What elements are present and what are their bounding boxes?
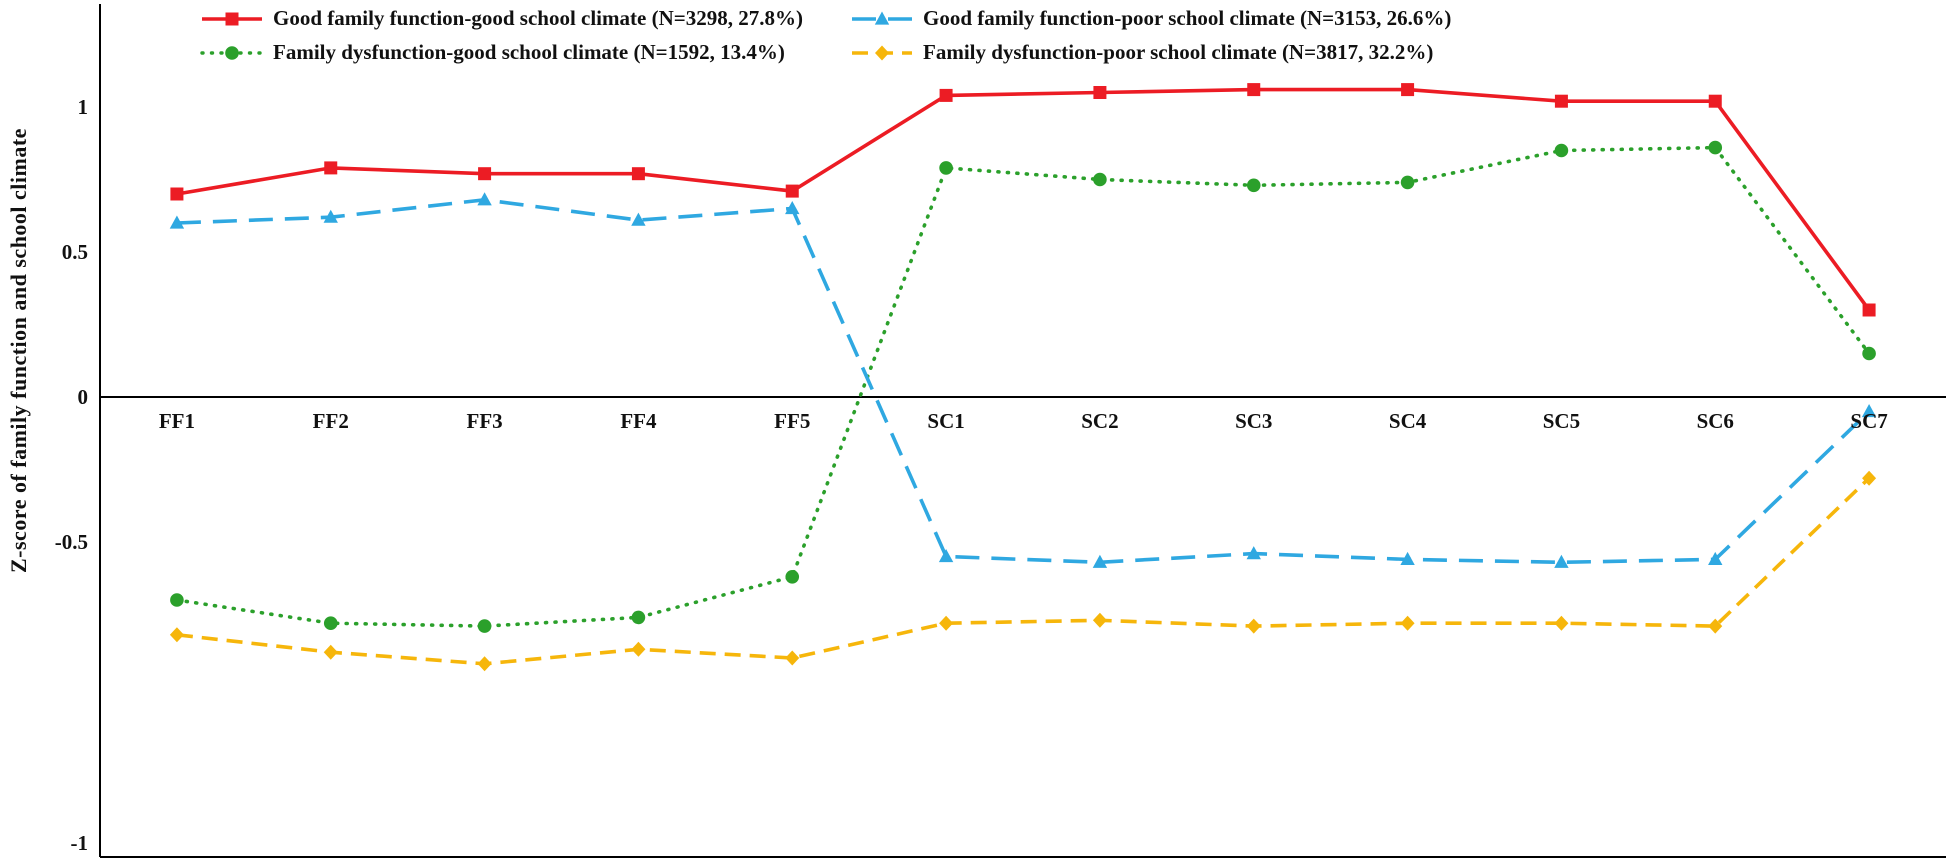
legend-item-good-family-good-school: Good family function-good school climate… xyxy=(200,5,850,32)
marker-good-family-poor-school-FF3 xyxy=(477,192,492,206)
legend-marker-good-family-poor-school xyxy=(874,11,890,25)
legend-sample-good-family-good-school xyxy=(202,12,262,25)
marker-family-dysfunction-poor-school-FF3 xyxy=(477,656,492,672)
legend: Good family function-good school climate… xyxy=(200,5,1451,66)
x-category-label-SC4: SC4 xyxy=(1389,409,1427,433)
legend-label-good-family-poor-school: Good family function-poor school climate… xyxy=(923,6,1452,30)
legend-sample-family-dysfunction-good-school xyxy=(200,45,264,60)
marker-family-dysfunction-poor-school-SC1 xyxy=(939,615,954,631)
marker-good-family-poor-school-SC3 xyxy=(1246,546,1261,560)
marker-family-dysfunction-poor-school-SC6 xyxy=(1708,618,1723,634)
marker-family-dysfunction-good-school-FF5 xyxy=(785,570,800,584)
legend-sample-good-family-poor-school xyxy=(852,11,912,25)
marker-good-family-poor-school-SC1 xyxy=(938,549,954,563)
series-line-good-family-good-school xyxy=(176,87,1871,312)
marker-good-family-poor-school-FF4 xyxy=(631,212,646,226)
legend-label-good-family-good-school: Good family function-good school climate… xyxy=(273,6,803,30)
legend-label-family-dysfunction-good-school: Family dysfunction-good school climate (… xyxy=(273,40,785,64)
marker-family-dysfunction-good-school-SC5 xyxy=(1554,143,1569,158)
marker-family-dysfunction-good-school-SC4 xyxy=(1400,175,1415,190)
x-category-label-FF1: FF1 xyxy=(159,409,195,433)
marker-family-dysfunction-poor-school-FF2 xyxy=(323,644,338,660)
marker-good-family-good-school-FF5 xyxy=(785,184,799,198)
marker-family-dysfunction-good-school-FF2 xyxy=(323,616,338,630)
y-tick-label--0.5: -0.5 xyxy=(55,530,88,554)
marker-family-dysfunction-poor-school-SC2 xyxy=(1092,612,1107,628)
y-tick-label-1: 1 xyxy=(78,95,89,119)
marker-good-family-good-school-FF3 xyxy=(478,167,492,181)
x-category-label-FF2: FF2 xyxy=(313,409,349,433)
marker-family-dysfunction-good-school-SC2 xyxy=(1093,172,1107,187)
legend-sample-family-dysfunction-poor-school xyxy=(852,45,912,60)
marker-family-dysfunction-good-school-FF4 xyxy=(631,610,646,625)
marker-good-family-good-school-SC3 xyxy=(1247,83,1261,97)
marker-good-family-good-school-FF4 xyxy=(631,167,645,181)
marker-good-family-poor-school-FF5 xyxy=(785,201,800,215)
x-category-label-FF3: FF3 xyxy=(467,409,503,433)
y-axis-title: Z-score of family function and school cl… xyxy=(6,128,31,574)
x-category-label-SC7: SC7 xyxy=(1850,409,1887,433)
marker-family-dysfunction-good-school-SC3 xyxy=(1246,178,1261,193)
legend-item-good-family-poor-school: Good family function-poor school climate… xyxy=(850,5,1451,32)
marker-good-family-good-school-FF2 xyxy=(324,161,338,175)
legend-label-family-dysfunction-poor-school: Family dysfunction-poor school climate (… xyxy=(923,40,1434,64)
marker-family-dysfunction-good-school-SC1 xyxy=(939,161,953,175)
marker-family-dysfunction-poor-school-FF5 xyxy=(785,650,800,666)
marker-family-dysfunction-good-school-SC7 xyxy=(1862,346,1876,361)
marker-family-dysfunction-poor-school-SC4 xyxy=(1400,615,1415,631)
marker-family-dysfunction-poor-school-SC5 xyxy=(1554,615,1569,631)
marker-family-dysfunction-good-school-FF1 xyxy=(170,593,184,607)
legend-marker-family-dysfunction-poor-school xyxy=(875,45,889,60)
marker-family-dysfunction-poor-school-FF1 xyxy=(169,627,184,643)
legend-item-family-dysfunction-good-school: Family dysfunction-good school climate (… xyxy=(200,39,850,66)
marker-family-dysfunction-good-school-FF3 xyxy=(477,619,492,633)
marker-family-dysfunction-poor-school-SC3 xyxy=(1246,618,1261,634)
y-tick-label-0: 0 xyxy=(78,385,89,409)
marker-good-family-poor-school-FF2 xyxy=(323,209,338,223)
series-line-family-dysfunction-good-school xyxy=(175,145,1871,628)
marker-good-family-good-school-SC4 xyxy=(1401,83,1415,97)
x-category-label-SC5: SC5 xyxy=(1543,409,1580,433)
y-tick-label--1: -1 xyxy=(71,831,89,855)
marker-family-dysfunction-poor-school-SC7 xyxy=(1862,470,1877,486)
series-line-good-family-poor-school xyxy=(176,197,1871,565)
marker-good-family-poor-school-SC4 xyxy=(1400,551,1415,565)
marker-good-family-poor-school-SC2 xyxy=(1092,554,1108,568)
x-category-label-SC2: SC2 xyxy=(1081,409,1118,433)
marker-good-family-poor-school-SC7 xyxy=(1861,404,1877,418)
marker-good-family-poor-school-SC5 xyxy=(1554,554,1569,568)
marker-good-family-good-school-FF1 xyxy=(170,187,184,201)
legend-marker-good-family-good-school xyxy=(225,12,239,25)
x-category-label-FF5: FF5 xyxy=(774,409,810,433)
x-category-label-SC6: SC6 xyxy=(1697,409,1734,433)
marker-family-dysfunction-good-school-SC6 xyxy=(1708,140,1723,155)
x-category-label-SC3: SC3 xyxy=(1235,409,1272,433)
legend-marker-family-dysfunction-good-school xyxy=(225,45,239,60)
marker-good-family-good-school-SC2 xyxy=(1093,86,1107,99)
marker-good-family-good-school-SC6 xyxy=(1708,94,1722,108)
legend-item-family-dysfunction-poor-school: Family dysfunction-poor school climate (… xyxy=(850,39,1451,66)
marker-good-family-poor-school-SC6 xyxy=(1708,551,1723,565)
marker-good-family-good-school-SC5 xyxy=(1554,94,1568,108)
marker-good-family-good-school-SC1 xyxy=(939,88,953,102)
marker-family-dysfunction-poor-school-FF4 xyxy=(631,641,646,657)
marker-good-family-good-school-SC7 xyxy=(1862,303,1876,317)
series-line-family-dysfunction-poor-school xyxy=(176,476,1871,666)
x-category-label-FF4: FF4 xyxy=(620,409,657,433)
y-tick-label-0.5: 0.5 xyxy=(62,240,88,264)
x-category-label-SC1: SC1 xyxy=(927,409,964,433)
marker-good-family-poor-school-FF1 xyxy=(169,215,185,229)
